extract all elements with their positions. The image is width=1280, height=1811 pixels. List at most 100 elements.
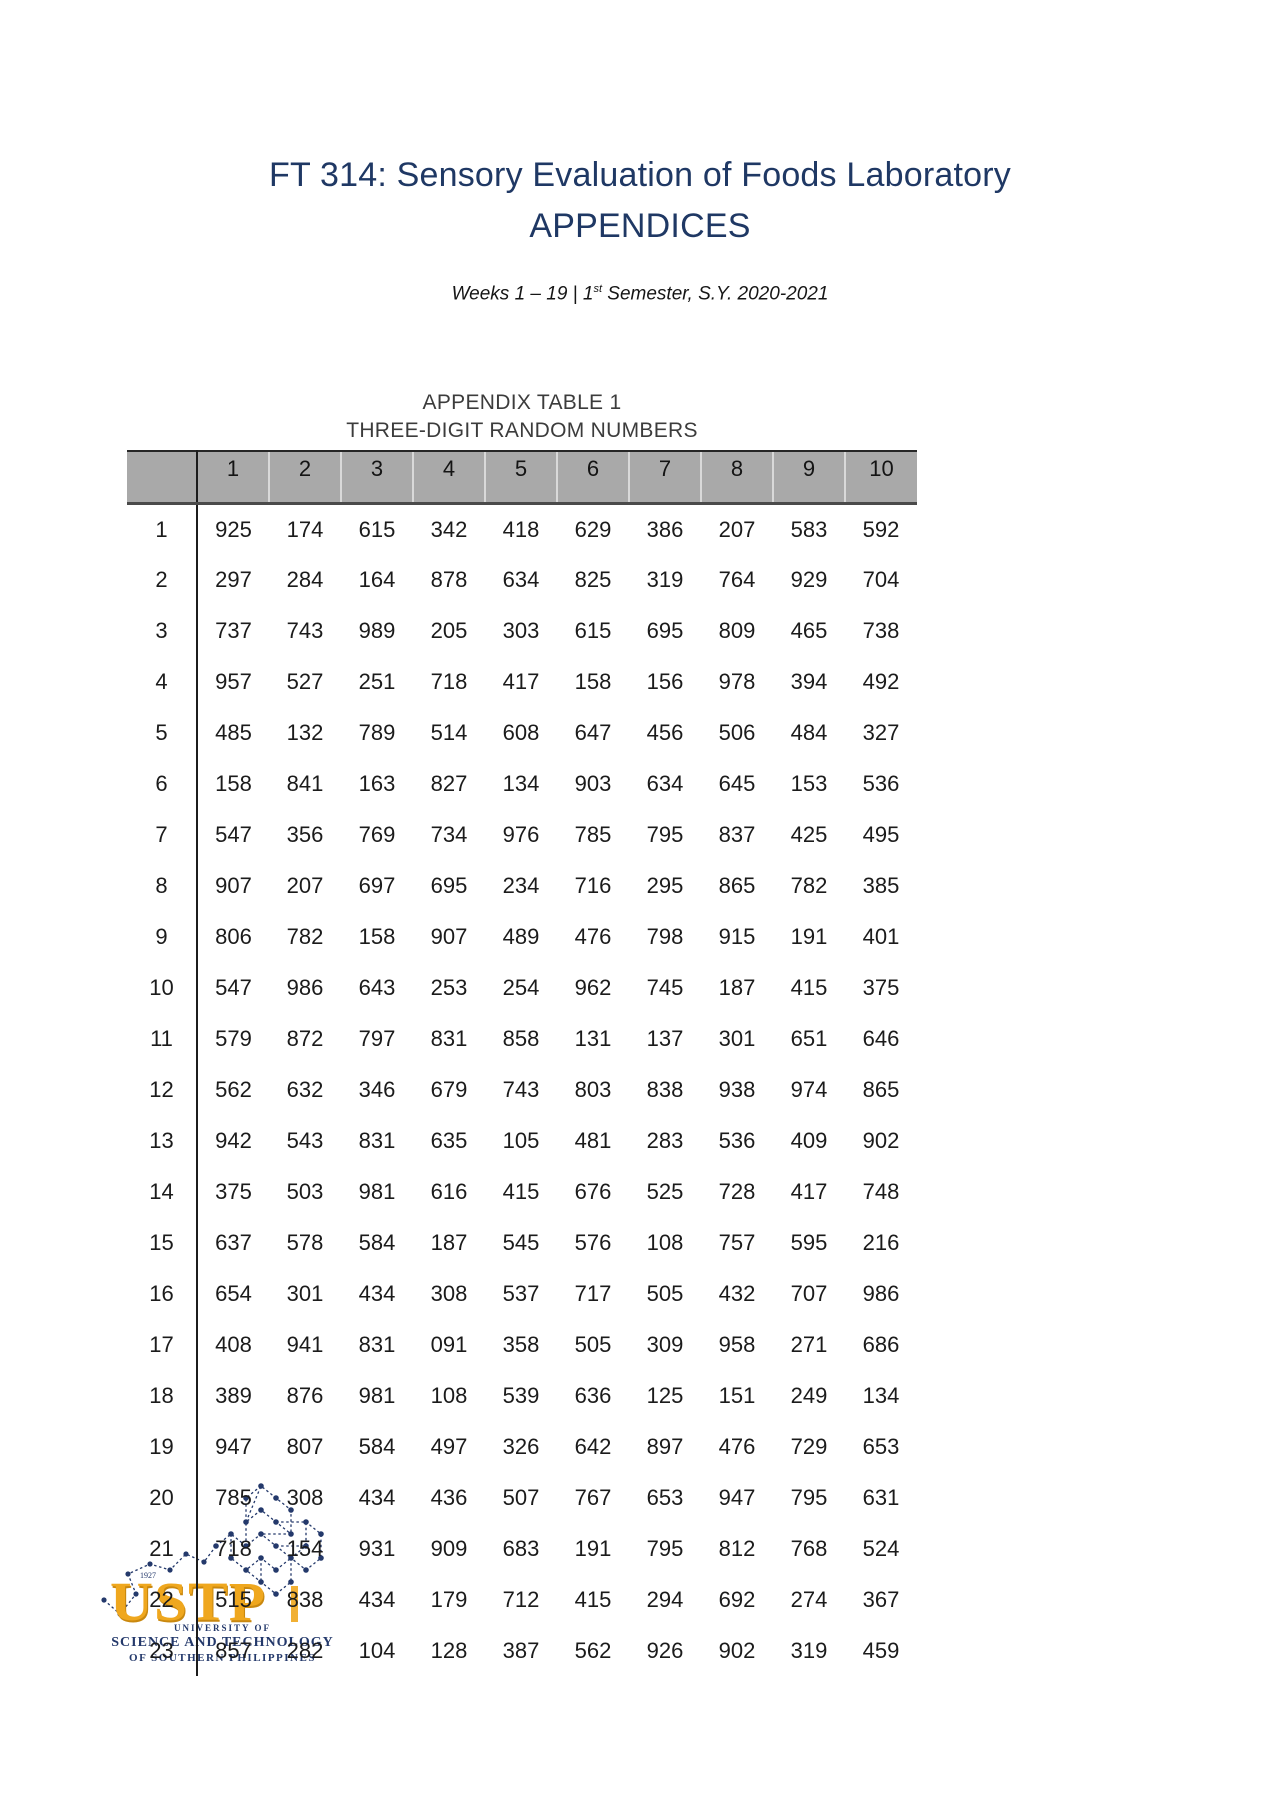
column-header: 3: [340, 450, 413, 505]
table-row: 3 737 743 989 205 303 615 695 809 465 738: [127, 605, 917, 657]
random-number-cell: 562: [215, 1076, 252, 1102]
random-number-cell: 514: [430, 719, 468, 745]
random-number-cell: 234: [502, 872, 540, 898]
random-number-cell: 909: [430, 1535, 468, 1561]
random-number-cell: 745: [646, 974, 684, 1000]
random-number-cell: 646: [862, 1025, 900, 1051]
random-number-cell: 915: [718, 923, 756, 949]
random-number-cell: 164: [358, 566, 396, 592]
random-numbers-table: 1 2 3 4 5 6 7 8 9 10 1 925 174 615 342 418 629 386 207 583…: [127, 450, 917, 1677]
random-number-cell: 806: [215, 923, 252, 949]
random-number-cell: 636: [574, 1382, 612, 1408]
table-row: 17 408 941 831 091 358 505 309 958 271 686: [127, 1319, 917, 1371]
random-number-cell: 831: [358, 1331, 396, 1357]
random-number-cell: 798: [646, 923, 684, 949]
random-number-cell: 925: [215, 516, 252, 542]
random-number-cell: 389: [215, 1382, 252, 1408]
random-number-cell: 131: [574, 1025, 612, 1051]
random-number-cell: 253: [430, 974, 468, 1000]
random-number-cell: 615: [358, 516, 396, 542]
random-number-cell: 476: [574, 923, 612, 949]
random-number-cell: 459: [862, 1637, 900, 1663]
random-number-cell: 757: [718, 1229, 756, 1255]
random-number-cell: 986: [286, 974, 324, 1000]
row-label: 5: [127, 707, 198, 759]
row-label: 23: [127, 1625, 198, 1677]
random-number-cell: 432: [718, 1280, 756, 1306]
random-number-cell: 767: [574, 1484, 612, 1510]
random-number-cell: 592: [862, 516, 900, 542]
random-number-cell: 505: [646, 1280, 684, 1306]
random-number-cell: 134: [862, 1382, 900, 1408]
random-number-cell: 425: [790, 821, 828, 847]
random-number-cell: 803: [574, 1076, 612, 1102]
random-number-cell: 295: [646, 872, 684, 898]
random-number-cell: 748: [862, 1178, 900, 1204]
random-number-cell: 734: [430, 821, 468, 847]
random-number-cell: 576: [574, 1229, 612, 1255]
table-row: 10 547 986 643 253 254 962 745 187 415 375: [127, 962, 917, 1014]
random-number-cell: 737: [215, 617, 252, 643]
table-row: 21 718 154 931 909 683 191 795 812 768 524: [127, 1523, 917, 1575]
random-number-cell: 401: [862, 923, 900, 949]
table-row: 7 547 356 769 734 976 785 795 837 425 495: [127, 809, 917, 861]
random-number-cell: 632: [286, 1076, 324, 1102]
random-number-cell: 485: [215, 719, 252, 745]
random-number-cell: 695: [430, 872, 468, 898]
random-number-cell: 476: [718, 1433, 756, 1459]
random-number-cell: 283: [646, 1127, 684, 1153]
random-number-cell: 409: [790, 1127, 828, 1153]
random-number-cell: 858: [502, 1025, 540, 1051]
random-number-cell: 434: [358, 1484, 396, 1510]
row-label: 12: [127, 1064, 198, 1116]
random-number-cell: 768: [790, 1535, 828, 1561]
table-row: 13 942 543 831 635 105 481 283 536 409 902: [127, 1115, 917, 1167]
column-header: 10: [844, 450, 917, 505]
table-caption: APPENDIX TABLE 1 THREE-DIGIT RANDOM NUMB…: [127, 389, 917, 445]
random-number-cell: 974: [790, 1076, 828, 1102]
random-number-cell: 108: [646, 1229, 684, 1255]
random-number-cell: 418: [502, 516, 540, 542]
random-number-cell: 903: [574, 770, 612, 796]
random-number-cell: 789: [358, 719, 396, 745]
random-number-cell: 507: [502, 1484, 540, 1510]
random-number-cell: 608: [502, 719, 540, 745]
subtitle-prefix: Weeks 1 – 19 | 1: [451, 283, 594, 305]
random-number-cell: 578: [286, 1229, 324, 1255]
random-number-cell: 543: [286, 1127, 324, 1153]
random-number-cell: 647: [574, 719, 612, 745]
random-number-cell: 938: [718, 1076, 756, 1102]
random-number-cell: 827: [430, 770, 468, 796]
row-label: 9: [127, 911, 198, 963]
random-number-cell: 394: [790, 668, 828, 694]
table-row: 4 957 527 251 718 417 158 156 978 394 492: [127, 656, 917, 708]
corner-cell: [127, 450, 198, 505]
random-number-cell: 653: [646, 1484, 684, 1510]
random-number-cell: 634: [646, 770, 684, 796]
subtitle-ordinal: st: [593, 283, 603, 295]
table-row: 9 806 782 158 907 489 476 798 915 191 401: [127, 911, 917, 963]
random-number-cell: 191: [574, 1535, 612, 1561]
random-number-cell: 697: [358, 872, 396, 898]
random-number-cell: 707: [790, 1280, 828, 1306]
random-number-cell: 717: [574, 1280, 612, 1306]
random-number-cell: 645: [718, 770, 756, 796]
table-row: 20 785 308 434 436 507 767 653 947 795 631: [127, 1472, 917, 1524]
random-number-cell: 907: [215, 872, 252, 898]
random-number-cell: 326: [502, 1433, 540, 1459]
table-body: 1 925 174 615 342 418 629 386 207 583 592 2 297 284 16…: [127, 503, 917, 1677]
random-number-cell: 375: [862, 974, 900, 1000]
random-number-cell: 629: [574, 516, 612, 542]
random-number-cell: 284: [286, 566, 324, 592]
random-number-cell: 158: [215, 770, 252, 796]
random-number-cell: 271: [790, 1331, 828, 1357]
random-number-cell: 797: [358, 1025, 396, 1051]
random-number-cell: 309: [646, 1331, 684, 1357]
random-number-cell: 812: [718, 1535, 756, 1561]
random-number-cell: 651: [790, 1025, 828, 1051]
random-number-cell: 743: [286, 617, 324, 643]
random-number-cell: 375: [215, 1178, 252, 1204]
random-number-cell: 158: [574, 668, 612, 694]
random-number-cell: 251: [358, 668, 396, 694]
table-caption-line2: THREE-DIGIT RANDOM NUMBERS: [346, 419, 698, 443]
